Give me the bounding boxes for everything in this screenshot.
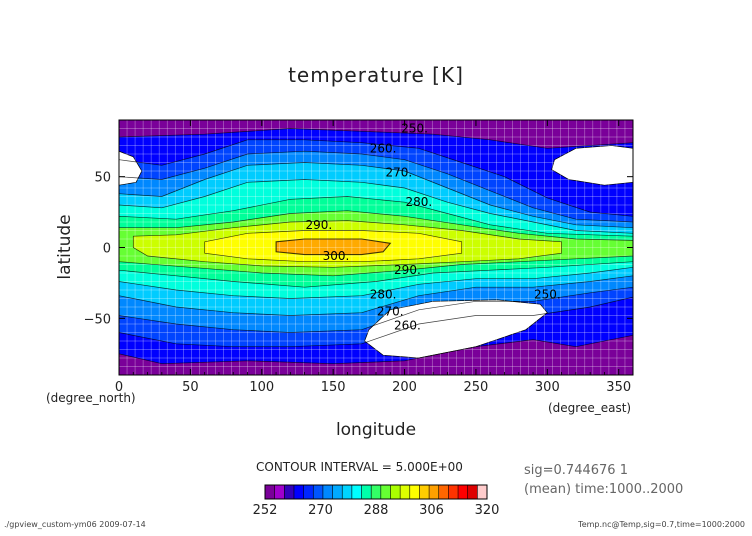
contour-line-260: [119, 139, 633, 348]
y-axis-units: (degree_north): [46, 391, 136, 405]
contour-label: 250.: [401, 122, 428, 136]
x-tick-label: 50: [182, 380, 199, 395]
contour-label: 290.: [394, 263, 421, 277]
colorbar-swatch: [400, 485, 411, 499]
y-tick-label: −50: [84, 312, 111, 327]
contour-label: 290.: [306, 218, 333, 232]
y-axis-label: latitude: [55, 214, 75, 279]
colorbar-swatch: [477, 485, 488, 499]
contour-line-285: [119, 210, 633, 277]
colorbar-swatch: [371, 485, 382, 499]
contour-lines: [119, 128, 633, 365]
contour-line-275: [119, 179, 633, 299]
colorbar-swatch: [458, 485, 468, 499]
footer-left: ./gpview_custom-ym06 2009-07-14: [4, 520, 146, 529]
band-300: [276, 239, 391, 255]
colorbar-swatch: [448, 485, 459, 499]
colorbar-tick-label: 288: [364, 503, 389, 518]
contour-line-300: [275, 238, 392, 256]
contour-label: 270.: [377, 304, 404, 318]
colorbar-swatch: [284, 485, 295, 499]
colorbar-swatch: [419, 485, 430, 499]
contour-label: 280.: [405, 195, 432, 209]
colorbar: 252 270 288 306 320: [253, 484, 500, 518]
colorbar-tick-label: 306: [419, 503, 444, 518]
sig-annotation-1: sig=0.744676 1: [524, 463, 628, 478]
contour-label: 280.: [370, 287, 397, 301]
x-tick-label: 250: [464, 380, 489, 395]
contour-labels: 250.260.270.280.290.300.290.280.270.250.…: [306, 122, 561, 333]
x-tick-label: 0: [115, 380, 123, 395]
sig-annotation-2: (mean) time:1000..2000: [524, 482, 683, 497]
contour-interval-text: CONTOUR INTERVAL = 5.000E+00: [256, 460, 463, 474]
colorbar-swatch: [429, 485, 440, 499]
colorbar-swatch: [274, 485, 285, 499]
colorbar-swatch: [342, 485, 353, 499]
colorbar-swatch: [293, 485, 304, 499]
x-axis-units: (degree_east): [548, 401, 631, 415]
x-tick-label: 150: [321, 380, 346, 395]
x-tick-label: 100: [249, 380, 274, 395]
contour-label: 270.: [385, 165, 412, 179]
colorbar-swatch: [380, 485, 391, 499]
colorbar-swatch: [303, 485, 314, 499]
colorbar-swatch: [332, 485, 343, 499]
contour-line-290: [132, 220, 562, 268]
colorbar-swatch: [351, 485, 362, 499]
colorbar-swatch: [390, 485, 401, 499]
colorbar-tick-label: 270: [308, 503, 333, 518]
colorbar-swatch: [438, 485, 449, 499]
x-tick-label: 350: [606, 380, 631, 395]
contour-line-255: [119, 128, 633, 365]
contour-label: 260.: [370, 141, 397, 155]
contour-label: 260.: [394, 318, 421, 332]
contour-line-295: [204, 230, 463, 263]
y-tick-label: 0: [103, 242, 111, 257]
contour-label: 300.: [323, 249, 350, 263]
plot-area: [119, 120, 633, 375]
x-tick-label: 300: [535, 380, 560, 395]
contour-line-280: [119, 196, 633, 288]
colorbar-swatch: [322, 485, 333, 499]
colorbar-swatch: [265, 485, 275, 499]
footer-right: Temp.nc@Temp,sig=0.7,time=1000:2000: [577, 520, 745, 529]
contour-label: 250.: [534, 287, 561, 301]
chart-title: temperature [K]: [288, 63, 464, 87]
colorbar-swatch: [361, 485, 372, 499]
y-tick-label: 50: [94, 171, 111, 186]
contour-line-265: [119, 150, 633, 333]
axes: 0 50 100 150 200 250 300 350 −50 0 50: [84, 120, 633, 395]
x-tick-label: 200: [392, 380, 417, 395]
colorbar-tick-label: 252: [253, 503, 278, 518]
contour-line-270: [119, 162, 633, 316]
x-axis-label: longitude: [336, 420, 416, 440]
missing-region-northeast: [551, 145, 633, 186]
colorbar-frame: [264, 484, 488, 500]
colorbar-swatch: [409, 485, 420, 499]
colorbar-swatch: [313, 485, 324, 499]
colorbar-swatch: [467, 485, 478, 499]
colorbar-tick-label: 320: [475, 503, 500, 518]
